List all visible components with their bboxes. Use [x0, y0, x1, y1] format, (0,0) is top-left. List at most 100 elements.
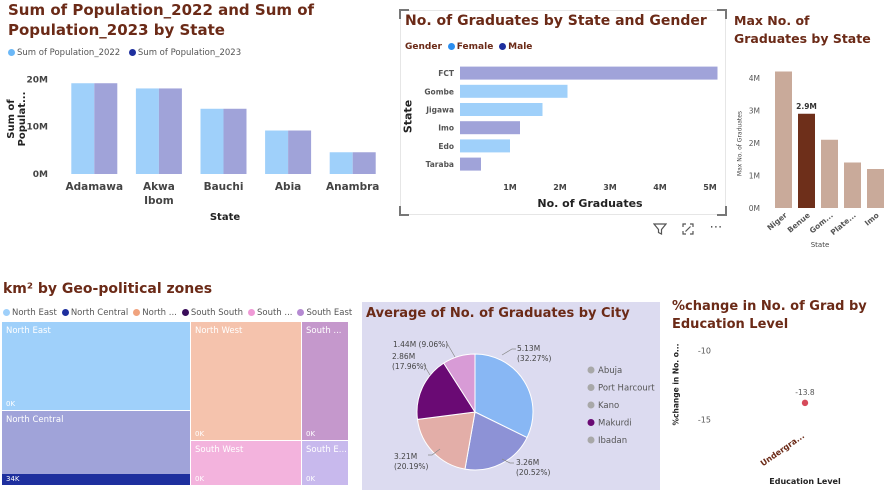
pie-slice[interactable]	[474, 353, 534, 439]
x-tick-label: 3M	[603, 183, 617, 192]
pie-slice[interactable]	[416, 411, 476, 470]
legend-item[interactable]: South East	[297, 308, 352, 318]
resize-handle[interactable]	[399, 206, 409, 216]
y-tick-label: Taraba	[426, 160, 454, 169]
y-tick-label: 20M	[27, 75, 49, 85]
graduates-bar[interactable]	[460, 84, 568, 98]
x-tick-label: Plate...	[829, 211, 858, 237]
x-tick-label: 1M	[503, 183, 517, 192]
treemap-cell-value: 0K	[306, 430, 316, 438]
treemap-cell-label: North East	[6, 326, 51, 336]
legend-dot-icon	[181, 308, 189, 316]
data-label: 2.9M	[796, 102, 817, 111]
legend-dot-icon	[247, 308, 255, 316]
treemap-cell[interactable]: South West 0K	[191, 441, 301, 485]
legend-dot-icon	[3, 308, 10, 316]
scatter-point[interactable]	[801, 399, 809, 407]
treemap-cell[interactable]: North West 0K	[191, 322, 301, 440]
resize-handle[interactable]	[717, 206, 727, 216]
population-bar[interactable]	[352, 152, 376, 174]
legend-item-2023[interactable]: Sum of Population_2023	[128, 48, 241, 58]
population-bar[interactable]	[265, 130, 289, 174]
treemap-cell-value: 34K	[6, 475, 20, 483]
population-bar[interactable]	[200, 108, 224, 174]
legend-item[interactable]: South South	[181, 308, 243, 318]
legend-item[interactable]: South ...	[247, 308, 293, 318]
max-graduates-bar[interactable]	[798, 113, 815, 208]
resize-handle[interactable]	[717, 9, 727, 19]
legend-item[interactable]: North Central	[61, 308, 128, 318]
legend-dot-icon	[587, 401, 595, 409]
resize-handle[interactable]	[399, 9, 409, 19]
graduates-bar[interactable]	[460, 157, 481, 171]
graduates-bar[interactable]	[460, 121, 520, 135]
legend-label: Sum of Population_2022	[17, 48, 121, 58]
legend-item[interactable]: North ...	[133, 308, 177, 318]
population-legend: Sum of Population_2022 Sum of Population…	[8, 48, 241, 58]
more-options-icon[interactable]: ⋯	[709, 220, 723, 235]
x-tick-label: Ibom	[144, 195, 174, 207]
population-bar[interactable]	[223, 108, 247, 174]
legend-label: South ...	[256, 308, 293, 318]
treemap-cell-label: North West	[195, 326, 243, 336]
max-graduates-bar[interactable]	[844, 162, 861, 209]
legend-label: Male	[508, 42, 533, 52]
pie-data-label: 3.26M	[516, 458, 539, 467]
graduates-y-axis-title: State	[401, 99, 415, 134]
population-bar[interactable]	[94, 83, 118, 174]
filter-icon[interactable]	[652, 222, 668, 238]
pie-legend-label[interactable]: Ibadan	[598, 436, 627, 446]
x-tick-label: Niger	[765, 210, 789, 232]
population-bar[interactable]	[71, 83, 95, 174]
pie-data-label: (32.27%)	[517, 354, 552, 363]
population-bar[interactable]	[158, 88, 182, 174]
legend-item[interactable]: North East	[3, 308, 57, 318]
pie-data-label: 3.21M	[394, 452, 417, 461]
pie-slice[interactable]	[416, 362, 476, 420]
graduates-bar[interactable]	[460, 103, 543, 116]
legend-dot-icon	[587, 366, 595, 374]
pie-legend-label[interactable]: Port Harcourt	[598, 384, 655, 394]
pie-data-label: (20.19%)	[394, 462, 429, 471]
max-graduates-bar[interactable]	[867, 169, 884, 208]
legend-dot-icon	[61, 308, 69, 316]
graduates-gender-visual[interactable]	[399, 9, 727, 216]
population-bar[interactable]	[288, 130, 312, 174]
pie-data-label: (17.96%)	[392, 362, 427, 371]
max-graduates-bar[interactable]	[775, 71, 792, 209]
y-tick-label: Edo	[438, 142, 454, 151]
y-tick-label: -10	[698, 347, 711, 356]
pie-legend-label[interactable]: Makurdi	[598, 419, 632, 429]
max-graduates-bar[interactable]	[821, 139, 838, 208]
pie-data-label: (20.52%)	[516, 468, 551, 477]
legend-dot-icon	[499, 42, 507, 50]
pie-data-label: 2.86M	[392, 352, 415, 361]
treemap-cell[interactable]: South ... 0K	[302, 322, 348, 440]
treemap-cell[interactable]: North Central 34K	[2, 411, 190, 485]
pie-data-label: 1.44M (9.06%)	[393, 340, 448, 349]
treemap-cell-value: 0K	[195, 475, 205, 483]
change-scatter-chart: -10 -15 -13.8 Undergra...	[698, 347, 815, 469]
x-tick-label: 2M	[553, 183, 567, 192]
treemap-cell-label: South ...	[306, 326, 342, 336]
legend-item-female[interactable]: Female	[447, 42, 493, 52]
treemap-cell[interactable]: South E... 0K	[302, 441, 348, 485]
y-tick-label: Jigawa	[425, 106, 454, 115]
graduates-bar[interactable]	[460, 139, 510, 153]
pie-slice[interactable]	[464, 411, 528, 471]
population-chart-title: Sum of Population_2022 and Sum of Popula…	[8, 1, 315, 39]
population-bar[interactable]	[135, 88, 159, 174]
treemap-legend: North East North Central North ... South So…	[3, 308, 357, 318]
graduates-bar[interactable]	[460, 66, 718, 80]
pie-legend-label[interactable]: Abuja	[598, 366, 622, 376]
legend-item-2022[interactable]: Sum of Population_2022	[8, 48, 120, 58]
treemap-cell-label: North Central	[6, 415, 64, 425]
y-tick-label: 1M	[749, 172, 760, 181]
treemap-cell[interactable]: North East 0K	[2, 322, 190, 410]
focus-mode-icon[interactable]	[680, 222, 696, 238]
pie-legend-label[interactable]: Kano	[598, 401, 619, 411]
pie-slice[interactable]	[443, 353, 476, 414]
population-bar[interactable]	[329, 152, 353, 174]
legend-item-male[interactable]: Male	[499, 42, 532, 52]
